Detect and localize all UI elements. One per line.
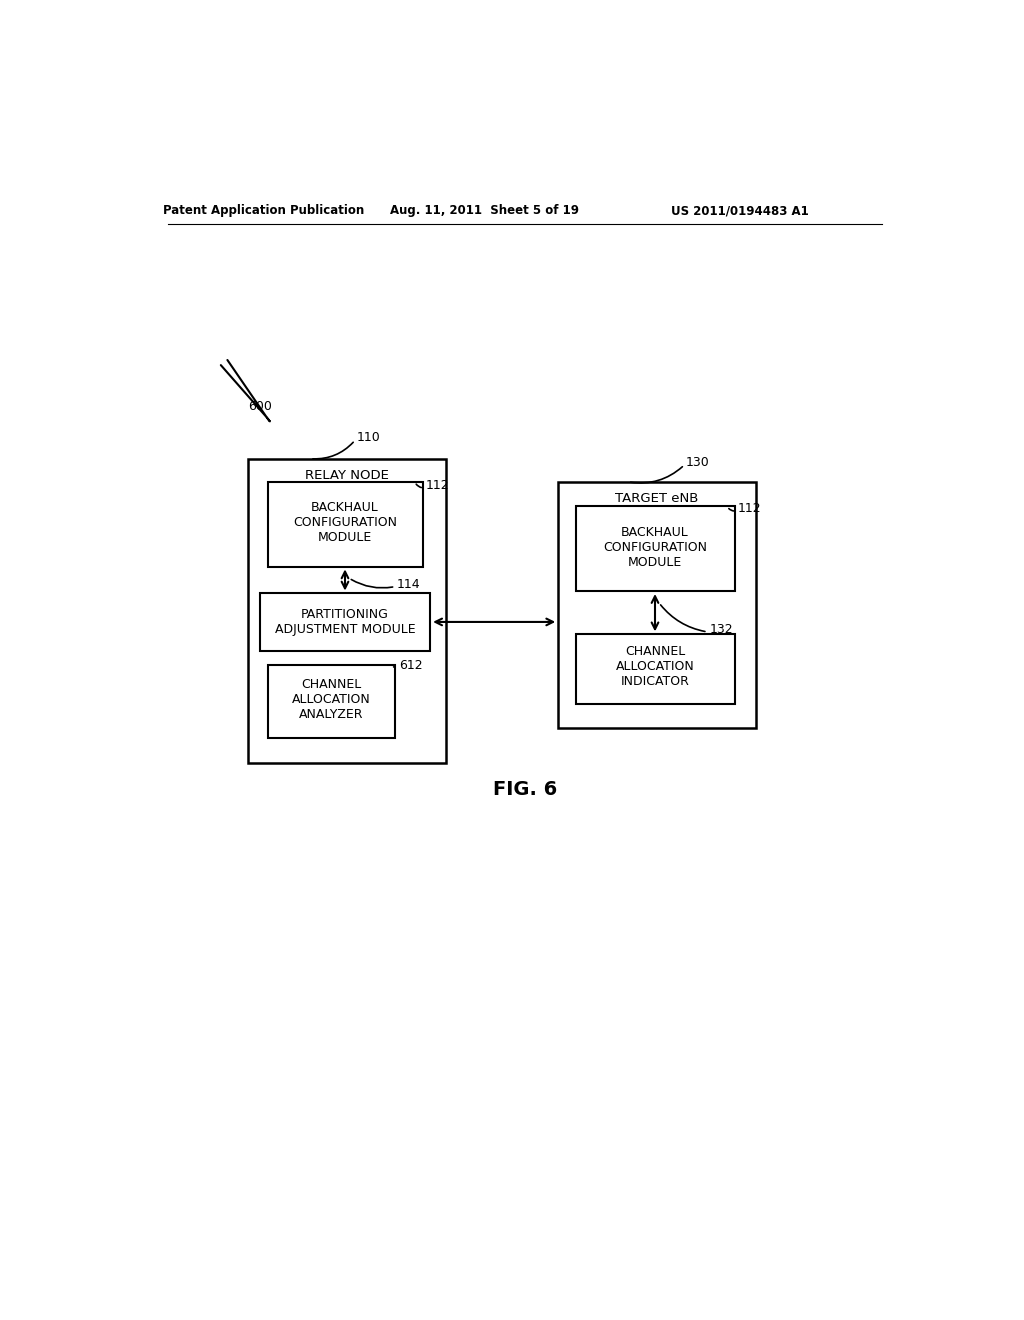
- Bar: [260, 594, 430, 651]
- Text: 112: 112: [426, 479, 450, 492]
- Bar: [575, 635, 735, 704]
- Text: Patent Application Publication: Patent Application Publication: [163, 205, 365, 218]
- Text: 132: 132: [710, 623, 733, 636]
- Bar: [248, 459, 445, 763]
- Text: BACKHAUL
CONFIGURATION
MODULE: BACKHAUL CONFIGURATION MODULE: [293, 502, 397, 544]
- Text: 112: 112: [738, 502, 762, 515]
- Text: BACKHAUL
CONFIGURATION
MODULE: BACKHAUL CONFIGURATION MODULE: [603, 525, 707, 569]
- Text: Aug. 11, 2011  Sheet 5 of 19: Aug. 11, 2011 Sheet 5 of 19: [390, 205, 579, 218]
- Text: 130: 130: [686, 455, 710, 469]
- Text: RELAY NODE: RELAY NODE: [304, 469, 388, 482]
- Text: CHANNEL
ALLOCATION
INDICATOR: CHANNEL ALLOCATION INDICATOR: [615, 645, 694, 688]
- Text: US 2011/0194483 A1: US 2011/0194483 A1: [672, 205, 809, 218]
- Text: CHANNEL
ALLOCATION
ANALYZER: CHANNEL ALLOCATION ANALYZER: [292, 678, 371, 721]
- Bar: [267, 482, 423, 566]
- Text: TARGET eNB: TARGET eNB: [614, 492, 698, 506]
- Text: 600: 600: [248, 400, 272, 413]
- Bar: [267, 665, 395, 738]
- Text: 612: 612: [399, 659, 423, 672]
- Bar: [558, 482, 756, 729]
- Text: 114: 114: [397, 578, 421, 591]
- Bar: [575, 507, 735, 591]
- Text: PARTITIONING
ADJUSTMENT MODULE: PARTITIONING ADJUSTMENT MODULE: [274, 609, 416, 636]
- Text: 110: 110: [356, 430, 380, 444]
- Text: FIG. 6: FIG. 6: [493, 780, 557, 800]
